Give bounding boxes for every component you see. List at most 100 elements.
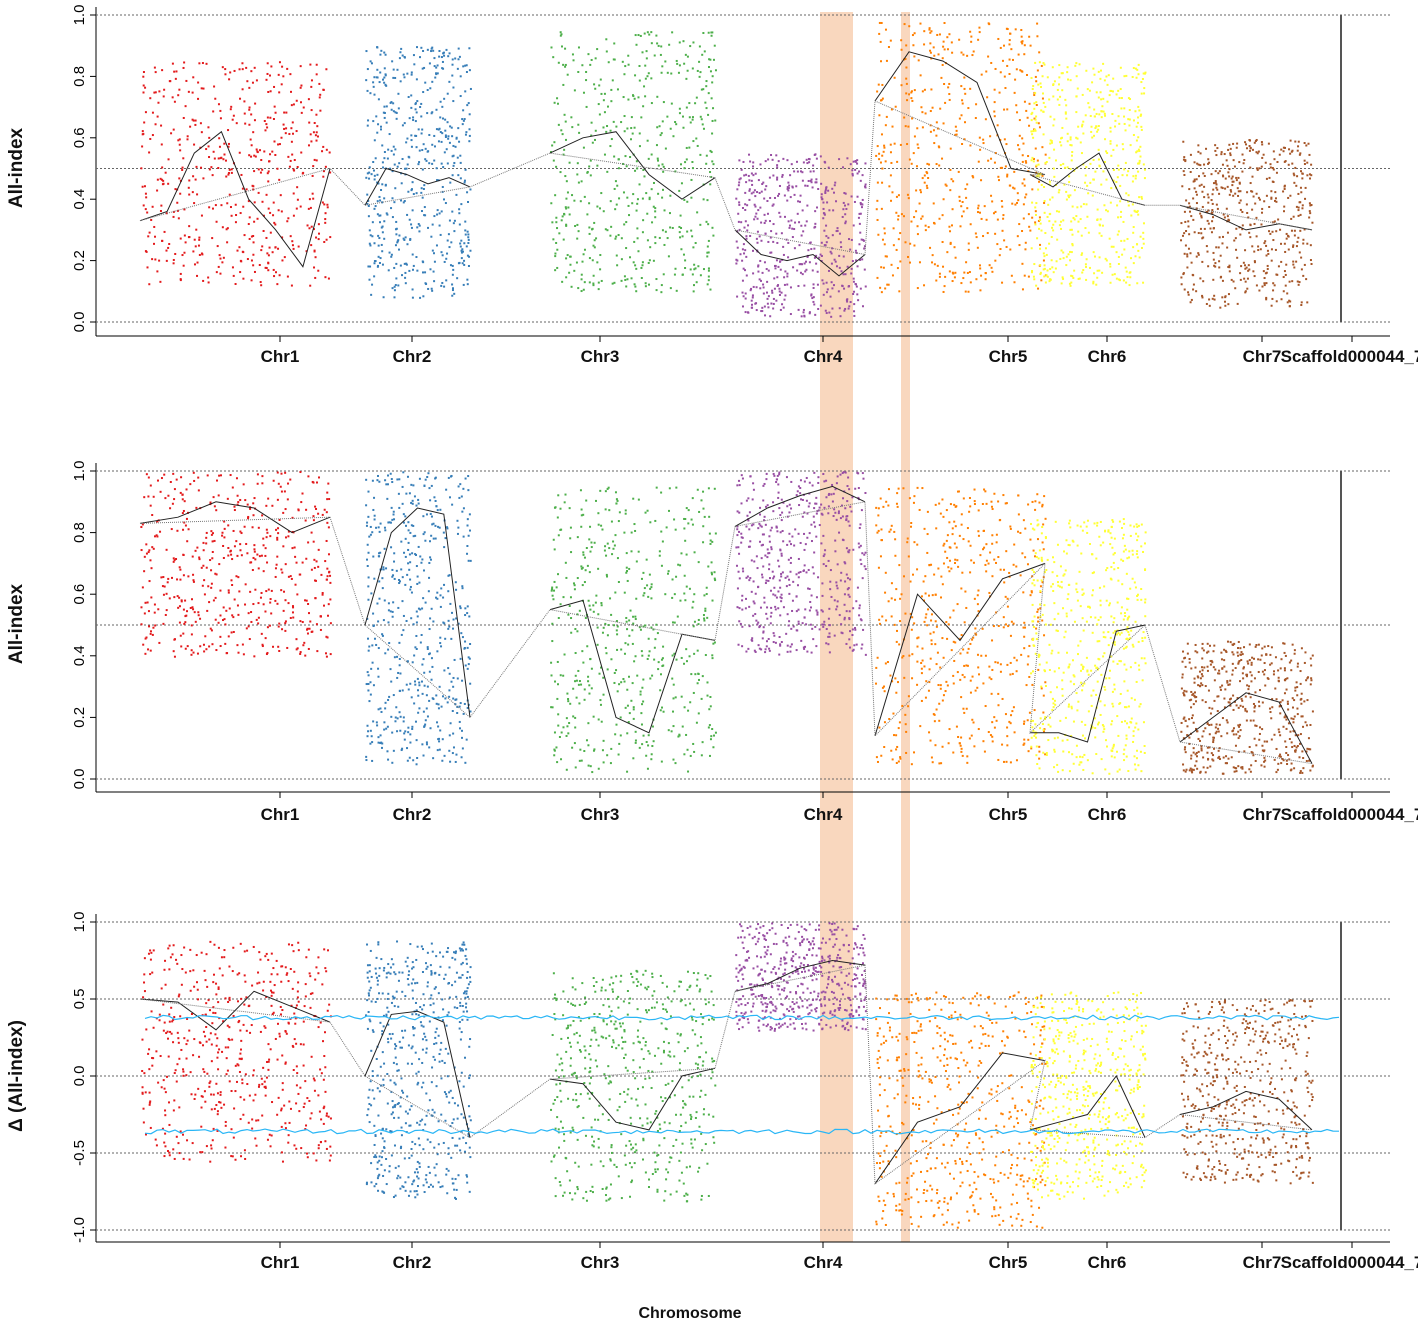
data-point (876, 90, 879, 93)
data-point (1255, 192, 1258, 195)
data-point (750, 192, 753, 195)
data-point (887, 46, 890, 49)
data-point (667, 255, 670, 258)
data-point (1132, 119, 1135, 122)
data-point (469, 559, 472, 562)
data-point (285, 111, 288, 114)
data-point (570, 631, 573, 634)
data-point (693, 268, 696, 271)
data-point (1075, 215, 1078, 218)
data-point (443, 151, 446, 154)
data-point (1023, 184, 1026, 187)
data-point (1221, 187, 1224, 190)
data-point (467, 559, 470, 562)
data-point (214, 596, 217, 599)
data-point (1022, 142, 1025, 145)
data-point (1223, 300, 1226, 303)
data-point (424, 158, 427, 161)
data-point (589, 525, 592, 528)
data-point (280, 210, 283, 213)
data-point (646, 509, 649, 512)
data-point (291, 121, 294, 124)
data-point (420, 633, 423, 636)
data-point (1087, 102, 1090, 105)
data-point (662, 273, 665, 276)
data-point (979, 148, 982, 151)
data-point (577, 683, 580, 686)
data-point (184, 615, 187, 618)
data-point (1182, 170, 1185, 173)
data-point (371, 221, 374, 224)
data-point (424, 539, 427, 542)
data-point (905, 92, 908, 95)
data-point (371, 644, 374, 647)
data-point (307, 144, 310, 147)
data-point (1193, 180, 1196, 183)
data-point (1021, 42, 1024, 45)
data-point (425, 694, 428, 697)
data-point (713, 577, 716, 580)
data-point (461, 510, 464, 513)
data-point (284, 622, 287, 625)
data-point (1296, 240, 1299, 243)
data-point (369, 60, 372, 63)
chromosome-label-scaffold000044_7: Scaffold000044_7 (1281, 805, 1418, 824)
data-point (642, 219, 645, 222)
data-point (980, 274, 983, 277)
data-point (170, 576, 173, 579)
data-point (429, 617, 432, 620)
data-point (604, 228, 607, 231)
data-point (736, 295, 739, 298)
data-point (439, 131, 442, 134)
data-point (191, 191, 194, 194)
data-point (966, 183, 969, 186)
data-point (843, 287, 846, 290)
data-point (267, 90, 270, 93)
data-point (598, 84, 601, 87)
data-point (1003, 44, 1006, 47)
data-point (638, 746, 641, 749)
data-point (863, 268, 866, 271)
data-point (1250, 190, 1253, 193)
data-point (567, 206, 570, 209)
data-point (467, 663, 470, 666)
data-point (1052, 167, 1055, 170)
data-point (410, 524, 413, 527)
data-point (462, 507, 465, 510)
data-point (642, 734, 645, 737)
data-point (885, 115, 888, 118)
data-point (462, 119, 465, 122)
data-point (419, 641, 422, 644)
data-point (271, 251, 274, 254)
data-point (1244, 249, 1247, 252)
data-point (172, 128, 175, 131)
data-point (799, 194, 802, 197)
data-point (801, 209, 804, 212)
data-point (1040, 183, 1043, 186)
data-point (396, 478, 399, 481)
data-point (178, 88, 181, 91)
data-point (895, 248, 898, 251)
data-point (193, 611, 196, 614)
data-point (455, 193, 458, 196)
data-point (1048, 280, 1051, 283)
data-point (600, 192, 603, 195)
data-point (660, 45, 663, 48)
data-point (322, 175, 325, 178)
data-point (277, 482, 280, 485)
data-point (787, 256, 790, 259)
data-point (931, 106, 934, 109)
data-point (822, 293, 825, 296)
data-point (420, 187, 423, 190)
data-point (1091, 81, 1094, 84)
data-point (148, 283, 151, 286)
data-point (658, 236, 661, 239)
data-point (738, 201, 741, 204)
data-point (1092, 251, 1095, 254)
data-point (288, 132, 291, 135)
data-point (564, 120, 567, 123)
data-point (630, 127, 633, 130)
data-point (824, 191, 827, 194)
data-point (899, 260, 902, 263)
data-point (1102, 110, 1105, 113)
